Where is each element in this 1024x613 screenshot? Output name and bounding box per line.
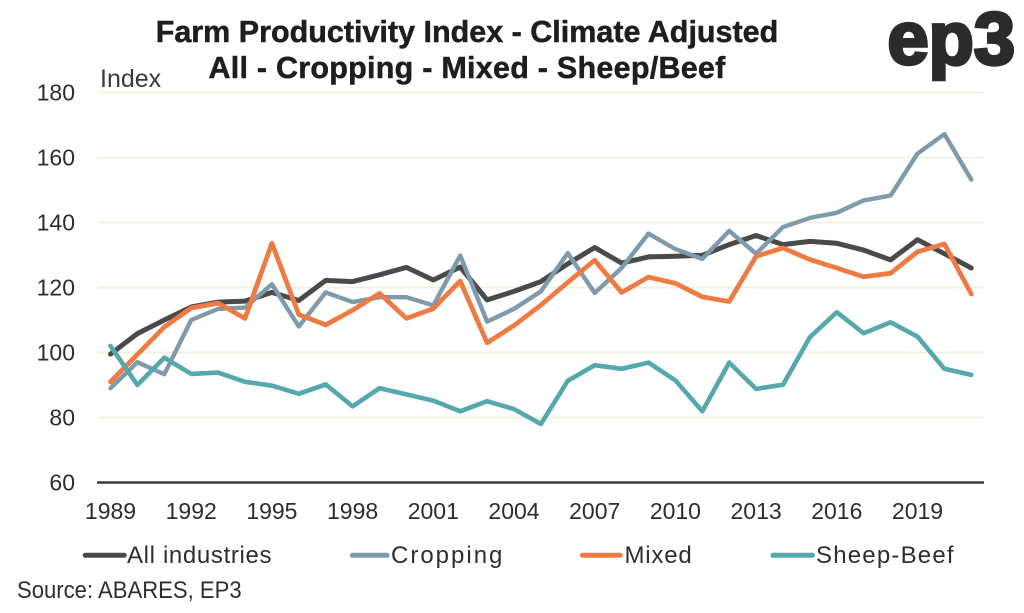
svg-text:1998: 1998 (327, 498, 378, 524)
svg-text:140: 140 (37, 210, 75, 236)
svg-text:2013: 2013 (731, 498, 782, 524)
svg-text:Sheep-Beef: Sheep-Beef (816, 542, 955, 569)
svg-text:100: 100 (37, 340, 75, 366)
svg-text:2004: 2004 (488, 498, 539, 524)
svg-text:Cropping: Cropping (391, 542, 504, 569)
svg-text:2007: 2007 (569, 498, 620, 524)
svg-text:1995: 1995 (246, 498, 297, 524)
svg-text:All industries: All industries (127, 542, 272, 569)
svg-text:180: 180 (37, 80, 75, 106)
svg-text:1992: 1992 (166, 498, 217, 524)
svg-text:1989: 1989 (85, 498, 136, 524)
svg-text:2016: 2016 (811, 498, 862, 524)
svg-text:60: 60 (49, 470, 75, 496)
svg-text:2010: 2010 (650, 498, 701, 524)
svg-text:120: 120 (37, 275, 75, 301)
svg-text:2001: 2001 (408, 498, 459, 524)
svg-text:160: 160 (37, 145, 75, 171)
svg-text:2019: 2019 (892, 498, 943, 524)
svg-text:80: 80 (49, 405, 75, 431)
svg-text:Mixed: Mixed (625, 542, 693, 569)
